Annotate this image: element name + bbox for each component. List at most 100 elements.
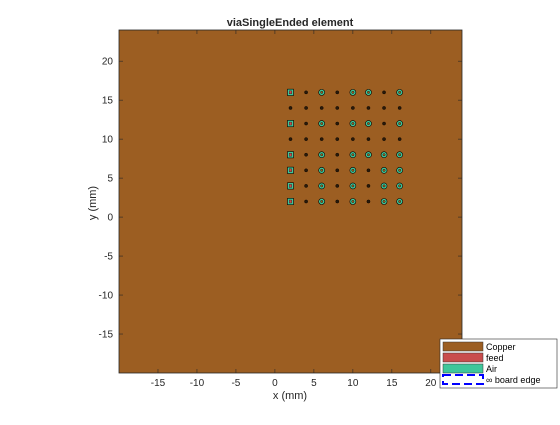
- via-pad: [397, 137, 402, 141]
- via-pad: [335, 168, 340, 173]
- via-pad: [351, 137, 355, 141]
- via-barrel: [398, 153, 402, 157]
- via-air: [396, 120, 403, 127]
- via-pad: [366, 137, 371, 141]
- via-feed-air: [287, 151, 294, 159]
- via-markers: [287, 88, 403, 206]
- via-pad: [304, 152, 308, 157]
- via-barrel: [320, 90, 324, 94]
- legend-label: Air: [486, 364, 497, 374]
- via-air: [365, 120, 372, 127]
- x-tick-label: -15: [151, 378, 166, 389]
- chart-title: viaSingleEnded element: [227, 17, 354, 29]
- via-pad: [304, 90, 308, 95]
- x-tick-label: 20: [425, 378, 437, 389]
- via-air: [349, 167, 357, 174]
- y-tick-label: -15: [99, 330, 114, 341]
- y-tick-label: 15: [102, 96, 114, 107]
- via-pad: [304, 106, 308, 110]
- via-pad: [288, 137, 293, 141]
- via-pad: [288, 106, 293, 110]
- via-air: [318, 89, 325, 96]
- via-pad: [304, 152, 308, 157]
- legend-label: feed: [486, 353, 504, 363]
- via-feed: [289, 199, 292, 204]
- x-tick-label: 15: [386, 378, 398, 389]
- x-tick-label: -5: [231, 378, 240, 389]
- via-pad: [397, 106, 402, 110]
- legend-swatch: [442, 341, 484, 352]
- y-tick-label: -10: [99, 291, 114, 302]
- via-pad: [335, 90, 340, 95]
- y-tick-label: 10: [102, 135, 114, 146]
- via-feed-air: [287, 198, 294, 206]
- via-barrel: [367, 122, 370, 125]
- legend-label: ∞ board edge: [486, 375, 540, 385]
- via-pad: [366, 184, 371, 188]
- via-air: [380, 182, 388, 190]
- via-pad: [335, 184, 340, 188]
- via-pad: [335, 199, 340, 204]
- via-barrel: [382, 184, 386, 188]
- via-air: [318, 120, 325, 127]
- via-pad: [366, 199, 371, 204]
- via-feed-air: [287, 166, 294, 174]
- via-pad: [382, 121, 386, 126]
- via-barrel: [398, 168, 402, 172]
- legend-swatch-board-edge: [442, 374, 484, 385]
- via-air: [396, 167, 403, 174]
- via-pad: [304, 137, 308, 141]
- via-pad: [351, 137, 355, 141]
- via-air: [318, 151, 325, 159]
- via-pad: [382, 121, 386, 126]
- via-air: [365, 89, 372, 96]
- via-pad: [304, 137, 308, 141]
- via-pad: [304, 90, 308, 95]
- x-axis-ticks: -15 -10 -5 0 5 10 15 20: [151, 30, 437, 389]
- via-pad: [319, 106, 324, 110]
- via-air: [396, 182, 403, 190]
- via-barrel: [398, 200, 402, 203]
- via-pad: [382, 106, 386, 110]
- via-pad: [382, 106, 386, 110]
- via-barrel: [351, 184, 355, 188]
- x-tick-label: 10: [347, 378, 359, 389]
- via-pad: [366, 184, 371, 188]
- via-barrel: [320, 200, 324, 203]
- via-air: [365, 151, 372, 159]
- via-barrel: [382, 153, 386, 157]
- axes-box: [118, 29, 463, 374]
- via-pad: [304, 199, 308, 204]
- y-tick-label: 20: [102, 57, 114, 68]
- via-pad: [304, 184, 308, 188]
- via-pad: [382, 137, 386, 141]
- via-barrel: [398, 122, 402, 125]
- via-air: [396, 198, 403, 205]
- x-tick-label: 5: [311, 378, 317, 389]
- via-pad: [335, 121, 340, 126]
- via-air: [349, 151, 357, 159]
- via-pad: [335, 184, 340, 188]
- via-feed: [289, 90, 292, 95]
- via-barrel: [351, 153, 355, 157]
- via-feed: [289, 121, 292, 126]
- via-pad: [366, 137, 371, 141]
- via-pad: [335, 152, 340, 157]
- via-barrel: [398, 90, 402, 94]
- via-air: [380, 151, 388, 159]
- via-pad: [335, 121, 340, 126]
- via-feed: [289, 168, 292, 172]
- via-pad: [366, 199, 371, 204]
- via-pad: [366, 168, 371, 173]
- via-pad: [335, 152, 340, 157]
- via-barrel: [382, 168, 386, 172]
- via-pad: [319, 137, 324, 141]
- via-air: [349, 89, 357, 96]
- y-tick-label: 5: [107, 174, 113, 185]
- via-pad: [335, 106, 340, 110]
- via-pad: [335, 168, 340, 173]
- via-air: [349, 120, 357, 127]
- via-barrel: [320, 122, 324, 125]
- via-feed-air: [287, 88, 294, 96]
